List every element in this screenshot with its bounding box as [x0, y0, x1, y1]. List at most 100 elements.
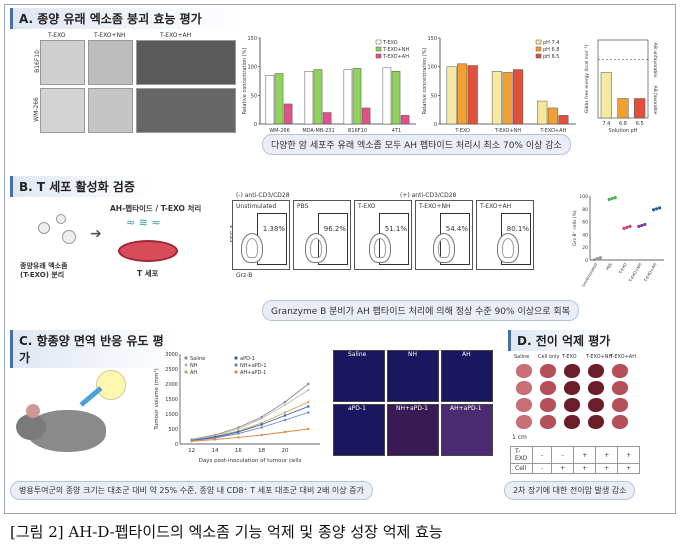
lung-specimen [564, 381, 580, 395]
y-tick-label: 100 [427, 65, 437, 71]
panel-a-caption: 다양한 암 세포주 유래 엑소좀 모두 AH 펩타이드 처리시 최소 70% 이… [262, 134, 571, 155]
data-point [592, 258, 596, 262]
x-tick-label: 6.8 [619, 121, 627, 127]
table-row-label: Cell [510, 463, 533, 474]
table-cell: + [595, 463, 619, 474]
data-point [658, 206, 662, 210]
schematic-label-left: 종양유래 엑소좀 (T-EXO) 분리 [20, 262, 68, 279]
bar [343, 69, 353, 125]
data-point [307, 388, 310, 392]
y-tick-label: 3000 [165, 352, 178, 358]
bar [400, 115, 410, 125]
panel-d-title: D. 전이 억제 평가 [508, 330, 618, 351]
fluor-image [441, 404, 493, 456]
bar [274, 73, 284, 125]
data-point [307, 400, 310, 404]
y-tick-label: 0 [434, 122, 437, 128]
legend-label: NH+aPD-1 [240, 363, 267, 369]
table-cell: + [617, 463, 641, 474]
panel-d-caption: 2차 장기에 대한 전이암 발생 감소 [504, 481, 636, 500]
data-point [637, 224, 641, 228]
flow-plot: PBS 96.2% [293, 200, 351, 270]
data-point [237, 436, 240, 439]
x-tick-label: WM-266 [269, 128, 290, 134]
data-point [190, 440, 193, 443]
data-point [237, 432, 240, 435]
t-cell-dish [118, 240, 178, 262]
bar [537, 100, 548, 125]
series-line [191, 428, 309, 442]
x-tick-label: T-EXO+NH [627, 262, 642, 284]
lung-specimen [588, 415, 604, 429]
y-tick-label: 80 [582, 207, 588, 213]
data-point [260, 417, 263, 420]
exosome-dot [56, 214, 66, 224]
y-tick-label: 50 [251, 93, 257, 99]
flow-contour [369, 233, 391, 263]
fluor-image [441, 350, 493, 402]
lung-specimen [588, 364, 604, 378]
x-tick-label: 16 [235, 448, 242, 454]
fluor-image [333, 404, 385, 456]
data-point [283, 418, 287, 422]
fluor-image [387, 350, 439, 402]
data-point [283, 430, 287, 434]
flow-contour [433, 233, 455, 263]
flow-plot-label: T-EXO+AH [480, 203, 512, 210]
legend-swatch [234, 370, 238, 374]
flow-plot: Unstimulated 1.38% [232, 200, 290, 270]
lung-specimen [588, 381, 604, 395]
micrograph [136, 88, 236, 133]
data-point [652, 208, 656, 212]
flow-plot-label: Unstimulated [236, 203, 277, 210]
flow-plot-value: 54.4% [445, 225, 468, 233]
lung-specimen [612, 381, 628, 395]
micro-row-label: WM-266 [32, 97, 40, 122]
legend-swatch [234, 356, 238, 360]
data-point [260, 423, 263, 426]
flow-plot-label: T-EXO [358, 203, 376, 210]
data-point [283, 400, 287, 404]
flow-contour [305, 233, 327, 263]
flow-plot: T-EXO+NH 54.4% [415, 200, 473, 270]
table-cell: + [595, 446, 619, 464]
data-point [628, 224, 632, 228]
data-point [607, 197, 611, 202]
y-tick-label: 500 [168, 427, 178, 433]
table-row: T-EXO - - + + + [510, 446, 641, 464]
legend-label: aPD-1 [240, 356, 255, 362]
flow-plot-label: T-EXO+NH [419, 203, 451, 210]
y-tick-label: 2500 [165, 367, 178, 373]
legend-label: pH 7.4 [543, 40, 559, 46]
bar [304, 71, 314, 125]
table-cell: - [531, 463, 553, 474]
y-tick-label: 100 [247, 65, 257, 71]
x-axis-label: Solution pH [609, 128, 638, 134]
legend-swatch [184, 363, 188, 367]
micrograph [88, 40, 133, 85]
bar [322, 112, 332, 125]
lung-specimen [540, 415, 556, 429]
bar [513, 69, 524, 125]
bar [547, 107, 558, 125]
y-tick-label: 0 [254, 122, 257, 128]
y-tick-label: 1000 [165, 412, 178, 418]
y-tick-label: 0 [175, 442, 178, 448]
lung-specimen [540, 364, 556, 378]
legend-label: T-EXO [382, 40, 398, 46]
legend-swatch [535, 39, 542, 45]
x-tick-label: 14 [212, 448, 219, 454]
schematic-label-bottom: T 세포 [137, 269, 159, 278]
lung-specimen [612, 398, 628, 412]
lung-specimen [564, 415, 580, 429]
mouse-ear [26, 404, 40, 418]
table-cell: - [551, 446, 575, 464]
bar [391, 71, 401, 125]
bar [617, 98, 629, 119]
data-point [307, 427, 310, 431]
series-line [191, 406, 309, 441]
fluor-label: aPD-1 [348, 405, 366, 412]
y-axis-label: Relative concentration (%) [242, 48, 248, 115]
x-tick-label: T-EXO+AH [642, 262, 657, 283]
arrow-icon: ➔ [90, 226, 102, 242]
